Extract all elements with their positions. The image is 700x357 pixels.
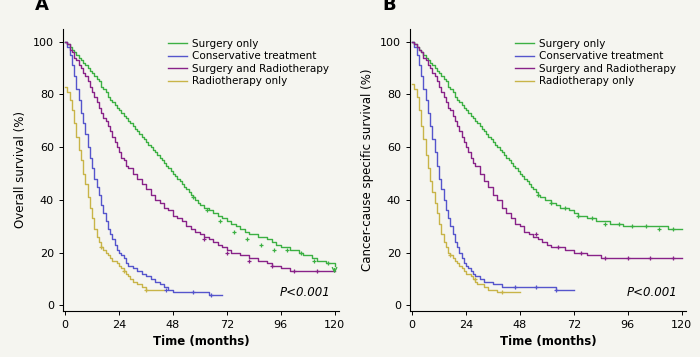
Y-axis label: Overall survival (%): Overall survival (%)	[15, 111, 27, 228]
X-axis label: Time (months): Time (months)	[153, 335, 249, 348]
Text: P<0.001: P<0.001	[280, 286, 331, 299]
Text: B: B	[382, 0, 396, 14]
Text: A: A	[36, 0, 49, 14]
Text: P<0.001: P<0.001	[627, 286, 678, 299]
Legend: Surgery only, Conservative treatment, Surgery and Radiotherapy, Radiotherapy onl: Surgery only, Conservative treatment, Su…	[166, 36, 331, 89]
X-axis label: Time (months): Time (months)	[500, 335, 596, 348]
Y-axis label: Cancer-cause specific survival (%): Cancer-cause specific survival (%)	[361, 68, 374, 271]
Legend: Surgery only, Conservative treatment, Surgery and Radiotherapy, Radiotherapy onl: Surgery only, Conservative treatment, Su…	[513, 36, 678, 89]
